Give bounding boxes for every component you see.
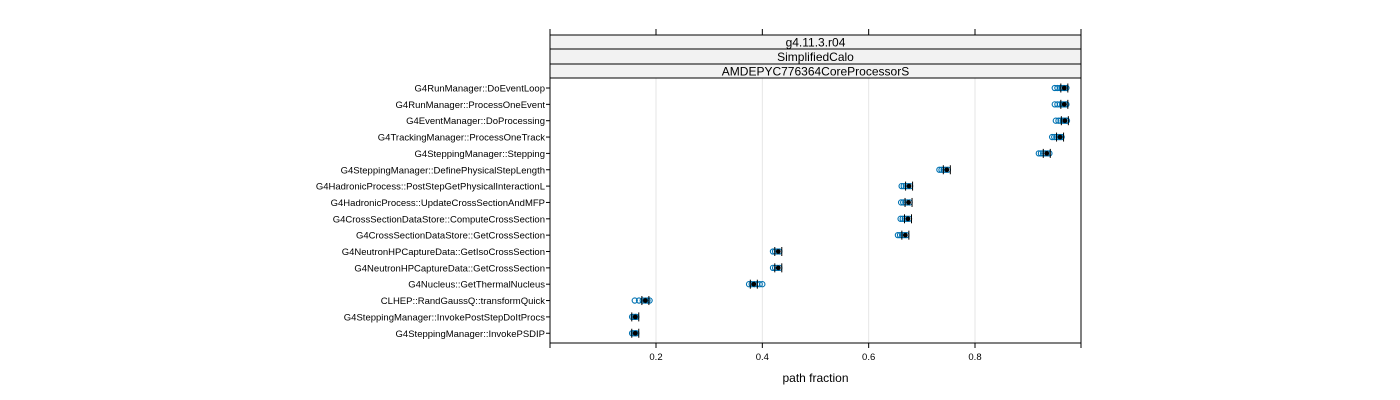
median-point (906, 200, 911, 205)
category-label: G4HadronicProcess::PostStepGetPhysicalIn… (316, 182, 545, 193)
data-point (1035, 150, 1042, 157)
x-tick-label: 0.2 (649, 352, 662, 363)
strip-1-label: g4.11.3.r04 (786, 36, 846, 50)
data-point (1054, 84, 1061, 92)
strip-3-label: AMDEPYC776364CoreProcessorS (722, 65, 909, 79)
category-label: G4CrossSectionDataStore::GetCrossSection (356, 231, 545, 242)
x-axis-ticks: 0.2 0.4 0.6 0.8 (549, 29, 1082, 363)
x-tick-label: 0.8 (968, 352, 981, 363)
data-point (900, 199, 907, 206)
strip-headers: g4.11.3.r04 SimplifiedCalo AMDEPYC776364… (549, 34, 1082, 79)
category-label: G4NeutronHPCaptureData::GetCrossSection (354, 263, 545, 274)
median-point (1061, 85, 1067, 91)
median-markers (631, 83, 1069, 338)
data-point (1048, 133, 1056, 141)
data-points (628, 84, 1071, 337)
category-label: G4SteppingManager::Stepping (415, 149, 545, 160)
median-point (775, 265, 781, 271)
median-point (1044, 151, 1050, 156)
category-label: G4CrossSectionDataStore::ComputeCrossSec… (333, 214, 545, 225)
gridlines (655, 78, 976, 343)
strip-2-label: SimplifiedCalo (777, 50, 854, 64)
data-point (642, 297, 649, 304)
data-point (897, 215, 904, 222)
data-point (769, 248, 777, 255)
category-label: G4SteppingManager::InvokePSDIP (396, 329, 545, 340)
category-label: CLHEP::RandGaussQ::transformQuick (381, 296, 545, 307)
x-tick-label: 0.6 (862, 352, 875, 363)
data-point (938, 166, 945, 173)
median-point (632, 314, 638, 320)
data-point (936, 166, 943, 173)
median-point (902, 232, 908, 238)
median-point (751, 281, 757, 287)
median-point (632, 330, 638, 336)
category-label: G4EventManager::DoProcessing (406, 116, 545, 127)
category-label: G4RunManager::DoEventLoop (415, 84, 545, 95)
data-point (900, 182, 907, 190)
x-axis-title: path fraction (782, 371, 848, 385)
data-point (898, 182, 905, 190)
data-point (894, 231, 902, 239)
median-point (642, 298, 648, 303)
category-label: G4Nucleus::GetThermalNucleus (408, 280, 545, 291)
data-point (631, 297, 638, 304)
category-label: G4SteppingManager::DefinePhysicalStepLen… (341, 165, 545, 176)
data-point (896, 231, 904, 239)
x-tick-label: 0.4 (756, 352, 769, 363)
panel-frame (549, 77, 1082, 344)
data-point (897, 199, 905, 206)
median-point (905, 216, 911, 222)
category-label: G4HadronicProcess::UpdateCrossSectionAnd… (331, 198, 545, 209)
category-label: G4NeutronHPCaptureData::GetIsoCrossSecti… (342, 247, 545, 258)
category-label: G4TrackingManager::ProcessOneTrack (378, 133, 545, 144)
median-point (1062, 118, 1068, 124)
data-point (899, 215, 906, 222)
category-label: G4SteppingManager::InvokePostStepDoItPro… (344, 312, 545, 323)
category-labels: G4RunManager::DoEventLoopG4RunManager::P… (316, 84, 550, 340)
median-point (1057, 134, 1063, 140)
data-point (759, 281, 766, 288)
median-point (775, 249, 781, 254)
category-label: G4RunManager::ProcessOneEvent (396, 100, 546, 111)
median-point (906, 183, 912, 189)
median-point (1061, 101, 1067, 107)
median-point (944, 167, 950, 173)
data-point (769, 264, 777, 271)
